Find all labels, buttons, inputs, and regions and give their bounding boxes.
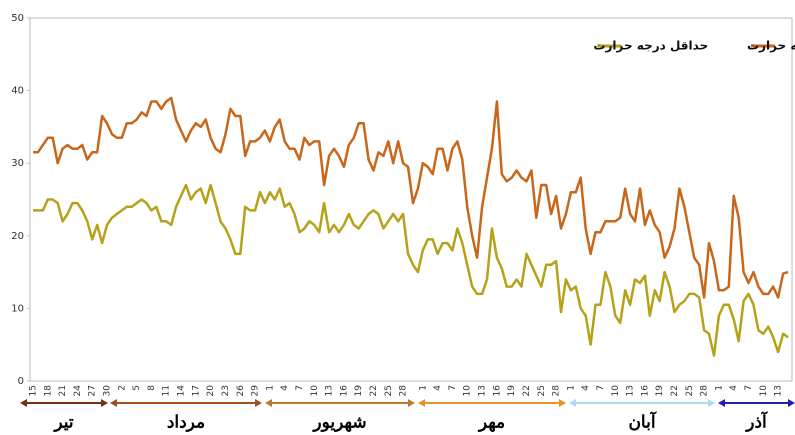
month-label: مهر: [477, 413, 505, 433]
x-tick-label: 25: [685, 385, 695, 396]
x-tick-label: 13: [325, 385, 335, 396]
x-tick-label: 7: [744, 385, 754, 391]
x-tick-label: 30: [103, 385, 113, 397]
legend-label: حداکثر درجه حرارت: [747, 39, 795, 53]
x-tick-label: 7: [295, 385, 305, 391]
x-tick-label: 25: [384, 385, 394, 396]
arrow-head: [110, 399, 117, 407]
x-tick-label: 16: [492, 385, 502, 397]
x-tick-label: 19: [354, 385, 364, 397]
x-tick-label: 18: [43, 385, 53, 397]
x-tick-label: 8: [147, 385, 157, 391]
x-tick-label: 10: [611, 385, 621, 397]
x-tick-label: 22: [670, 385, 680, 396]
x-tick-label: 28: [700, 385, 710, 397]
x-tick-label: 24: [73, 385, 83, 397]
x-tick-label: 10: [310, 385, 320, 397]
x-tick-label: 22: [522, 385, 532, 396]
x-tick-label: 1: [714, 385, 724, 391]
x-tick-label: 4: [729, 385, 739, 391]
x-tick-label: 26: [236, 385, 246, 397]
x-tick-label: 28: [552, 385, 562, 397]
x-tick-label: 21: [58, 385, 68, 396]
series-line: [33, 96, 789, 299]
x-tick-label: 27: [88, 385, 98, 396]
x-tick-label: 2: [117, 385, 127, 391]
x-tick-label: 13: [478, 385, 488, 396]
month-label: آذر: [744, 411, 768, 433]
x-tick-label: 20: [206, 385, 216, 397]
arrow-head: [788, 399, 795, 407]
x-tick-label: 15: [29, 385, 39, 396]
month-label: مرداد: [167, 413, 205, 433]
x-tick-label: 14: [177, 385, 187, 397]
x-tick-label: 22: [369, 385, 379, 396]
plot-border: [29, 17, 793, 382]
y-tick-label: 30: [11, 158, 24, 169]
x-tick-label: 4: [581, 385, 591, 391]
arrow-head: [101, 399, 108, 407]
y-tick-label: 40: [11, 86, 24, 97]
arrow-head: [718, 399, 725, 407]
x-tick-label: 29: [251, 385, 261, 397]
x-tick-label: 13: [626, 385, 636, 396]
x-tick-label: 17: [191, 385, 201, 396]
x-tick-label: 19: [655, 385, 665, 397]
x-tick-label: 10: [463, 385, 473, 397]
x-tick-label: 23: [221, 385, 231, 396]
arrow-head: [418, 399, 425, 407]
x-tick-label: 1: [566, 385, 576, 391]
series-line: [33, 183, 789, 357]
y-tick-label: 50: [11, 13, 24, 24]
month-label: شهریور: [311, 413, 366, 433]
arrow-head: [265, 399, 272, 407]
arrow-head: [408, 399, 415, 407]
legend-label: حداقل درجه حرارت: [593, 39, 708, 53]
x-tick-label: 7: [448, 385, 458, 391]
arrow-head: [708, 399, 715, 407]
x-tick-label: 11: [162, 385, 172, 396]
x-tick-label: 7: [596, 385, 606, 391]
x-tick-label: 4: [280, 385, 290, 391]
arrow-head: [559, 399, 566, 407]
arrow-head: [20, 399, 27, 407]
month-label: تیر: [52, 413, 74, 433]
x-tick-label: 13: [774, 385, 784, 396]
x-tick-label: 10: [759, 385, 769, 397]
y-tick-label: 20: [11, 231, 24, 242]
x-tick-label: 25: [537, 385, 547, 396]
y-tick-label: 0: [18, 376, 24, 387]
arrow-head: [569, 399, 576, 407]
x-tick-label: 28: [399, 385, 409, 397]
y-tick-label: 10: [11, 303, 24, 314]
x-tick-label: 1: [418, 385, 428, 391]
x-tick-label: 4: [433, 385, 443, 391]
x-tick-label: 5: [132, 385, 142, 391]
x-tick-label: 16: [339, 385, 349, 397]
x-tick-label: 16: [640, 385, 650, 397]
x-tick-label: 1: [265, 385, 275, 391]
month-label: آبان: [628, 411, 656, 433]
x-tick-label: 19: [507, 385, 517, 397]
arrow-head: [255, 399, 262, 407]
